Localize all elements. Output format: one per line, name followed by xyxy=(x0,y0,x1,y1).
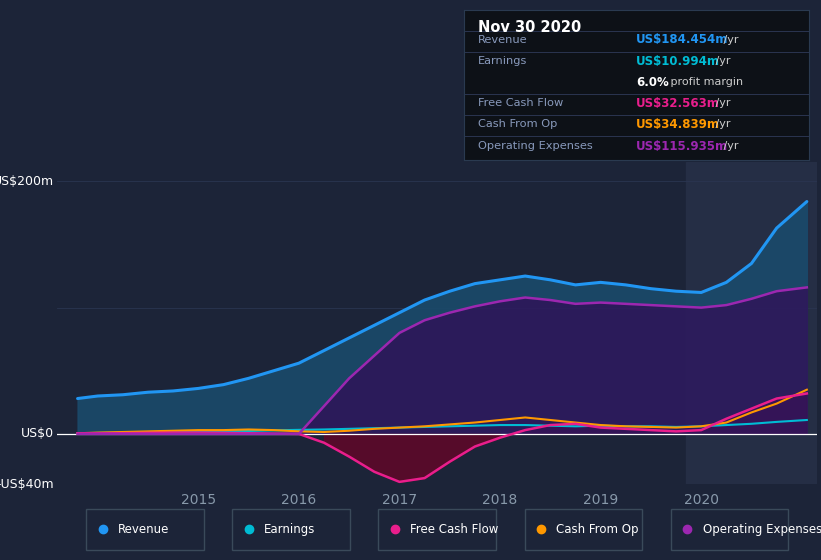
Text: Revenue: Revenue xyxy=(118,522,169,536)
Text: profit margin: profit margin xyxy=(667,77,743,87)
Text: /yr: /yr xyxy=(712,119,731,129)
Text: Earnings: Earnings xyxy=(478,57,527,66)
Text: Earnings: Earnings xyxy=(264,522,315,536)
Text: /yr: /yr xyxy=(720,35,738,45)
Text: Cash From Op: Cash From Op xyxy=(557,522,639,536)
Text: US$0: US$0 xyxy=(21,427,53,440)
Text: US$200m: US$200m xyxy=(0,175,53,188)
Text: US$32.563m: US$32.563m xyxy=(636,97,720,110)
Text: /yr: /yr xyxy=(712,99,731,108)
Text: /yr: /yr xyxy=(712,57,731,66)
Text: US$115.935m: US$115.935m xyxy=(636,139,728,152)
Text: Free Cash Flow: Free Cash Flow xyxy=(410,522,498,536)
Bar xyxy=(686,162,817,484)
Text: US$184.454m: US$184.454m xyxy=(636,33,729,46)
Text: Nov 30 2020: Nov 30 2020 xyxy=(478,20,581,35)
Text: Free Cash Flow: Free Cash Flow xyxy=(478,99,563,108)
Text: Cash From Op: Cash From Op xyxy=(478,119,557,129)
Text: Revenue: Revenue xyxy=(478,35,527,45)
Text: US$10.994m: US$10.994m xyxy=(636,55,720,68)
Text: 6.0%: 6.0% xyxy=(636,76,669,89)
Text: -US$40m: -US$40m xyxy=(0,478,53,491)
Text: US$34.839m: US$34.839m xyxy=(636,118,720,131)
Text: /yr: /yr xyxy=(720,141,738,151)
Text: Operating Expenses: Operating Expenses xyxy=(703,522,821,536)
Text: Operating Expenses: Operating Expenses xyxy=(478,141,593,151)
